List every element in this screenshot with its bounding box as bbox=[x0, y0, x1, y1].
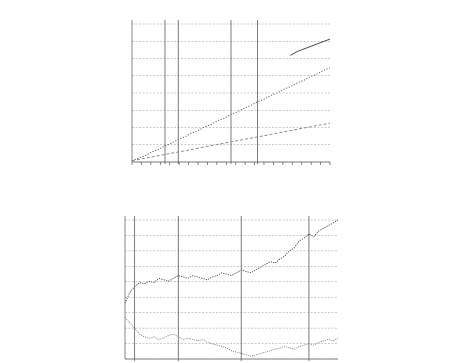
series-line-2 bbox=[124, 317, 339, 357]
bottom-chart-panel bbox=[0, 205, 468, 363]
top-line-chart bbox=[131, 20, 331, 165]
series-line-3 bbox=[290, 38, 331, 56]
bottom-line-chart bbox=[124, 216, 339, 361]
series-line-1 bbox=[131, 67, 331, 162]
series-line-2 bbox=[131, 122, 331, 162]
series-line-1 bbox=[124, 219, 339, 304]
top-chart-panel bbox=[131, 20, 331, 165]
